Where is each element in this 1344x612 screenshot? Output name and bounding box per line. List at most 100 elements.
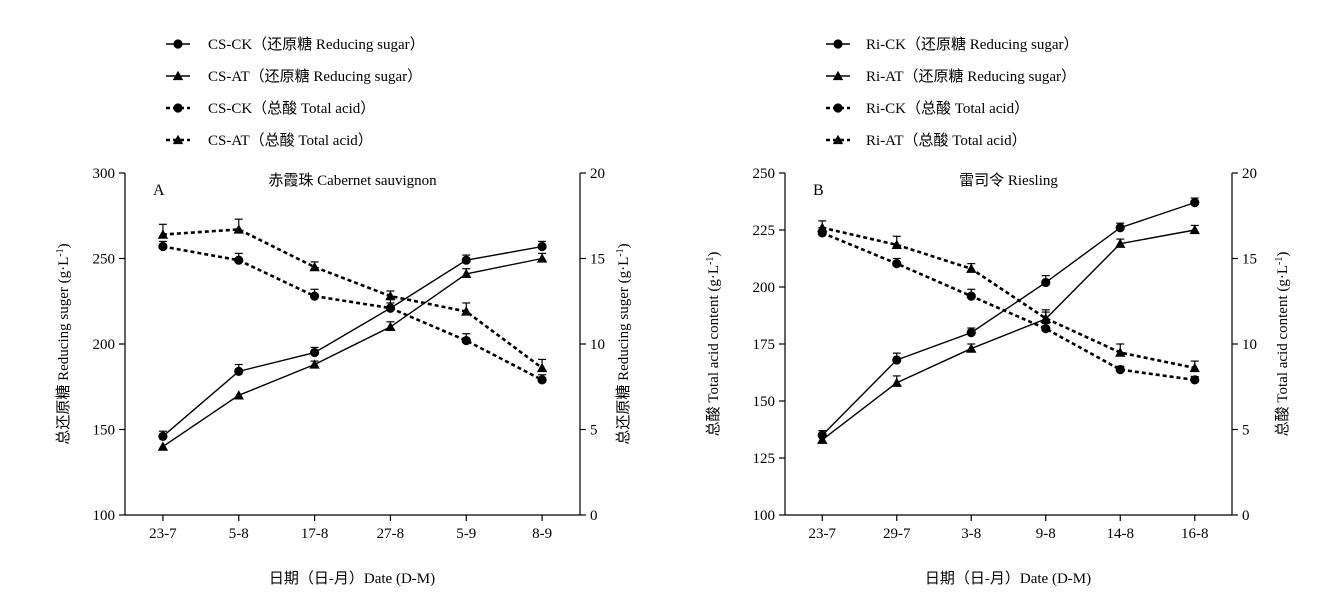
series-line xyxy=(821,229,1195,441)
y-tick-label-right: 10 xyxy=(590,337,605,353)
y-axis-label-left: 总还原糖 Reducing suger (g·L-1) xyxy=(55,243,72,444)
legend-marker xyxy=(833,39,843,49)
data-point xyxy=(1041,277,1051,288)
y-tick-label-right: 5 xyxy=(1242,423,1250,439)
y-tick-label-left: 150 xyxy=(93,423,116,439)
y-tick-label-right: 15 xyxy=(590,252,605,268)
data-point xyxy=(1189,362,1200,373)
data-point xyxy=(966,263,977,273)
legend-label: Ri-AT（还原糖 Reducing sugar） xyxy=(866,68,1076,85)
series-line xyxy=(162,228,543,369)
y-axis-label-right: 总酸 Total acid content (g·L-1) xyxy=(1274,252,1291,437)
data-point xyxy=(537,375,547,385)
y-tick-label-right: 0 xyxy=(1242,508,1250,524)
y-tick-label-right: 20 xyxy=(1242,166,1257,182)
y-tick-label-left: 100 xyxy=(753,508,776,524)
y-tick-label-right: 0 xyxy=(590,508,598,524)
data-point xyxy=(461,255,471,265)
data-point xyxy=(966,328,976,338)
y-tick-label-left: 150 xyxy=(753,394,776,410)
data-point xyxy=(158,431,168,441)
data-point xyxy=(1041,324,1051,334)
x-tick-label: 23-7 xyxy=(809,526,837,542)
data-point xyxy=(234,366,244,376)
data-point xyxy=(1190,198,1200,208)
data-point xyxy=(385,321,396,332)
data-point xyxy=(536,362,548,373)
panel-label: B xyxy=(813,182,824,199)
y-tick-label-left: 250 xyxy=(753,166,776,182)
x-tick-label: 9-8 xyxy=(1036,526,1056,542)
data-point xyxy=(891,239,902,249)
x-axis-label: 日期（日-月）Date (D-M) xyxy=(269,570,435,587)
legend-label: Ri-CK（还原糖 Reducing sugar） xyxy=(866,36,1078,53)
data-point xyxy=(309,261,320,272)
data-point xyxy=(1190,375,1200,385)
legend-label: CS-AT（还原糖 Reducing sugar） xyxy=(208,68,422,85)
series-line xyxy=(821,226,1196,370)
data-point xyxy=(892,355,902,365)
series-line xyxy=(821,201,1195,436)
y-tick-label-right: 5 xyxy=(590,423,598,439)
x-tick-label: 5-9 xyxy=(456,526,476,542)
legend-marker xyxy=(833,103,843,113)
data-point xyxy=(234,255,244,265)
chart-panel-a: 100 150 200 250 300 0 5 10 15 20 23-7 5-8 17-8 27-8 5-… xyxy=(55,36,632,587)
data-point xyxy=(1115,365,1125,375)
data-point xyxy=(1189,224,1200,235)
legend-marker xyxy=(832,134,844,145)
legend-marker xyxy=(173,103,183,113)
y-tick-label-left: 225 xyxy=(753,223,776,239)
data-point xyxy=(309,291,320,301)
data-point xyxy=(1115,223,1125,233)
legend-marker xyxy=(172,134,184,145)
data-point xyxy=(461,335,471,346)
y-tick-label-left: 200 xyxy=(753,280,776,296)
data-point xyxy=(233,390,244,400)
data-point xyxy=(385,290,396,301)
series-line xyxy=(162,245,543,382)
data-point xyxy=(233,224,244,234)
series-line xyxy=(162,245,543,437)
x-tick-label: 27-8 xyxy=(377,526,405,542)
legend-label: Ri-AT（总酸 Total acid） xyxy=(866,132,1027,149)
data-point xyxy=(817,222,828,232)
legend-label: Ri-CK（总酸 Total acid） xyxy=(866,100,1029,117)
y-tick-label-right: 10 xyxy=(1242,337,1257,353)
y-tick-label-right: 20 xyxy=(590,166,605,182)
series-line xyxy=(821,231,1195,382)
y-tick-label-left: 200 xyxy=(93,337,116,353)
y-tick-label-left: 125 xyxy=(753,451,776,467)
data-point xyxy=(385,303,396,313)
x-tick-label: 14-8 xyxy=(1107,526,1135,542)
chart-panel-b: 100 125 150 175 200 225 250 0 5 10 15 20 23-7 29-7 3-8… xyxy=(705,36,1291,587)
x-tick-label: 5-8 xyxy=(229,526,249,542)
data-point xyxy=(1115,238,1126,248)
x-tick-label: 8-9 xyxy=(532,526,552,542)
data-point xyxy=(892,259,902,269)
data-point xyxy=(966,291,976,301)
x-tick-label: 16-8 xyxy=(1181,526,1209,542)
data-point xyxy=(891,377,902,387)
legend-marker xyxy=(832,70,844,81)
legend-label: CS-AT（总酸 Total acid） xyxy=(208,132,373,149)
x-tick-label: 23-7 xyxy=(149,526,177,542)
y-tick-label-left: 300 xyxy=(93,166,116,182)
chart-title: 赤霞珠 Cabernet sauvignon xyxy=(268,172,437,189)
data-point xyxy=(461,268,472,279)
x-axis-label: 日期（日-月）Date (D-M) xyxy=(925,570,1091,587)
legend-marker xyxy=(173,39,183,49)
data-point xyxy=(461,306,472,316)
data-point xyxy=(537,241,547,252)
y-tick-label-right: 15 xyxy=(1242,252,1257,268)
panel-label: A xyxy=(153,182,165,199)
data-point xyxy=(536,253,548,263)
data-point xyxy=(157,441,169,451)
y-tick-label-left: 175 xyxy=(753,337,776,353)
legend-marker xyxy=(172,70,184,81)
x-tick-label: 3-8 xyxy=(961,526,981,542)
y-axis-label-left: 总酸 Total acid content (g·L-1) xyxy=(705,252,722,437)
legend-label: CS-CK（还原糖 Reducing sugar） xyxy=(208,36,425,53)
data-point xyxy=(309,359,320,369)
